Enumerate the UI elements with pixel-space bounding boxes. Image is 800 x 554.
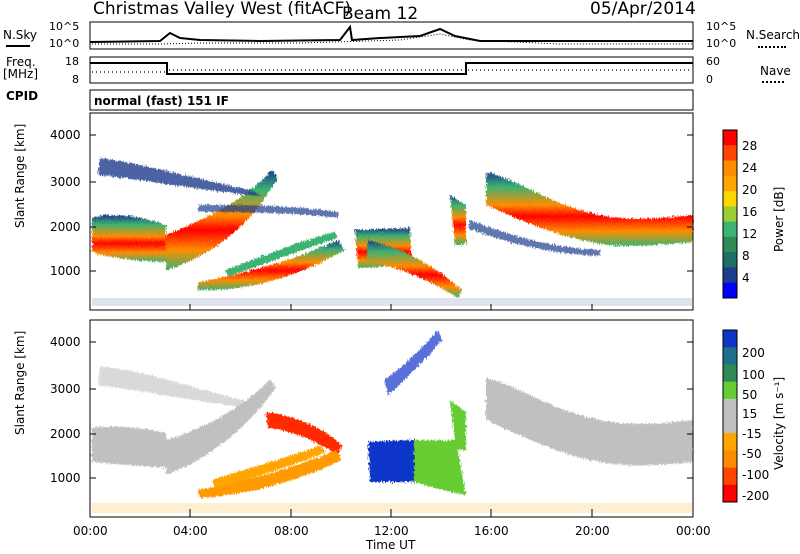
- xtick-1200: 12:00: [374, 524, 409, 538]
- nave-label: Nave: [760, 64, 791, 78]
- noise-panel-frame: [89, 21, 694, 50]
- cpid-panel-frame: [89, 89, 694, 111]
- vel-cbar-segment: [723, 330, 737, 348]
- vel-cbar-tick-50: 50: [742, 388, 758, 402]
- power-cbar-segment: [723, 206, 737, 223]
- vel-cbar-segment: [723, 347, 737, 365]
- power-cbar-segment: [723, 191, 737, 207]
- vel-cbar-tick-15: 15: [742, 407, 758, 421]
- freq-tick-high: 18: [65, 55, 79, 68]
- xtick-0000: 00:00: [73, 524, 108, 538]
- xtick-2000: 20:00: [575, 524, 610, 538]
- xtick-0800: 08:00: [274, 524, 309, 538]
- xtick-1600: 16:00: [474, 524, 509, 538]
- power-echoes: [92, 158, 693, 298]
- power-cbar-tick-4: 4: [742, 271, 750, 285]
- vel-cbar-tick-200: 200: [742, 346, 765, 360]
- cpid-text: normal (fast) 151 IF: [94, 94, 229, 108]
- vel-cbar-segment: [723, 364, 737, 383]
- noise-tick-low-left: 10^0: [49, 37, 80, 50]
- vel-cbar-segment: [723, 433, 737, 451]
- power-cbar-segment: [723, 252, 737, 268]
- vel-cbar-segment: [723, 398, 737, 417]
- nave-tick-high: 60: [706, 55, 720, 68]
- vel-cbar-tick-minus15: -15: [742, 427, 762, 441]
- nave-tick-low: 0: [706, 73, 713, 86]
- power-cbar-tick-24: 24: [742, 161, 758, 175]
- nsky-legend-line: [6, 45, 30, 47]
- y-tick-marks: [90, 134, 693, 479]
- power-cbar-segment: [723, 160, 737, 177]
- power-cbar-segment: [723, 282, 737, 299]
- freq-trace: [90, 62, 693, 75]
- power-colorbar: [722, 129, 738, 299]
- velocity-echoes: [92, 330, 693, 498]
- freq-panel-frame: [89, 56, 694, 84]
- xtick-2400: 00:00: [676, 524, 711, 538]
- power-cbar-segment: [723, 221, 737, 238]
- vel-cbar-tick-minus100: -100: [742, 468, 770, 482]
- vel-cbar-frame: [722, 329, 738, 503]
- nave-trace: [92, 69, 690, 73]
- nsky-trace: [89, 24, 693, 43]
- freq-unit-label: [MHz]: [3, 67, 39, 81]
- power-ytick-3000: 3000: [50, 175, 81, 189]
- velocity-ytick-4000: 4000: [50, 335, 81, 349]
- vel-cbar-segment: [723, 484, 737, 503]
- power-ylabel: Slant Range [km]: [13, 123, 27, 228]
- power-cbar-frame: [722, 129, 738, 299]
- x-axis-label: Time UT: [366, 538, 416, 552]
- power-cbar-tick-28: 28: [742, 139, 758, 153]
- velocity-colorbar: [722, 329, 738, 503]
- x-tick-marks: [89, 304, 694, 517]
- nsearch-trace: [92, 33, 693, 45]
- noise-tick-high-right: 10^5: [706, 20, 737, 33]
- velocity-ylabel: Slant Range [km]: [13, 330, 27, 435]
- nsearch-legend-line: [758, 46, 786, 48]
- freq-label: Freq.: [6, 55, 36, 69]
- vel-cbar-tick-minus50: -50: [742, 447, 762, 461]
- vel-cbar-segment: [723, 450, 737, 469]
- power-ytick-1000: 1000: [50, 264, 81, 278]
- power-cbar-tick-16: 16: [742, 205, 758, 219]
- vel-cbar-segment: [723, 467, 737, 486]
- noise-tick-low-right: 10^0: [706, 37, 737, 50]
- freq-tick-low: 8: [72, 73, 79, 86]
- power-cbar-label: Power [dB]: [772, 186, 786, 252]
- vel-cbar-tick-minus200: -200: [742, 489, 770, 503]
- power-cbar-segment: [723, 236, 737, 253]
- power-cbar-segment: [723, 130, 737, 146]
- power-cbar-segment: [723, 267, 737, 284]
- velocity-ytick-1000: 1000: [50, 471, 81, 485]
- cpid-label: CPID: [6, 89, 39, 103]
- power-ytick-4000: 4000: [50, 128, 81, 142]
- station-title: Christmas Valley West (fitACF): [93, 0, 352, 19]
- nsearch-label: N.Search: [746, 28, 800, 42]
- nsky-label: N.Sky: [3, 28, 38, 42]
- power-cbar-tick-20: 20: [742, 183, 758, 197]
- beam-label: Beam 12: [342, 4, 419, 24]
- xtick-0400: 04:00: [173, 524, 208, 538]
- power-cbar-segment: [723, 145, 737, 162]
- velocity-ytick-2000: 2000: [50, 427, 81, 441]
- vel-cbar-segment: [723, 381, 737, 400]
- vel-cbar-tick-100: 100: [742, 368, 765, 382]
- power-cbar-tick-12: 12: [742, 227, 758, 241]
- vel-cbar-label: Velocity [m s⁻¹]: [772, 376, 786, 470]
- noise-tick-high-left: 10^5: [49, 20, 80, 33]
- power-ground-speckle: [92, 298, 692, 306]
- nave-legend-line: [762, 81, 784, 83]
- power-panel: [89, 112, 694, 311]
- velocity-panel: [89, 319, 694, 518]
- velocity-ytick-3000: 3000: [50, 382, 81, 396]
- power-cbar-segment: [723, 175, 737, 192]
- power-ytick-2000: 2000: [50, 220, 81, 234]
- power-cbar-tick-8: 8: [742, 249, 750, 263]
- date-label: 05/Apr/2014: [590, 0, 696, 19]
- vel-cbar-segment: [723, 416, 737, 434]
